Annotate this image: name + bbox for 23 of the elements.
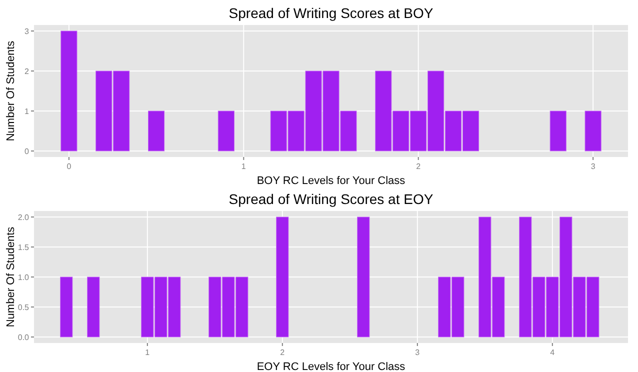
y-tick-label: 3	[24, 27, 30, 36]
x-axis-title: BOY RC Levels for Your Class	[256, 175, 406, 187]
x-tick-label: 2	[416, 162, 422, 171]
y-tick-label: 2.0	[18, 213, 30, 222]
y-tick-label: 0	[24, 147, 30, 156]
x-tick-label: 1	[145, 348, 150, 357]
x-tick-label: 2	[280, 348, 286, 357]
y-tick-label: 1.0	[18, 273, 30, 282]
y-tick-label: 0.5	[18, 303, 30, 312]
chart-title: Spread of Writing Scores at EOY	[228, 191, 434, 207]
x-tick-label: 4	[550, 348, 556, 357]
y-tick-label: 1.5	[18, 243, 30, 252]
y-axis-title: Number Of Students	[5, 226, 17, 328]
x-tick-label: 3	[590, 162, 596, 171]
x-axis-title: EOY RC Levels for Your Class	[256, 361, 406, 372]
x-tick-label: 1	[241, 162, 246, 171]
chart-title: Spread of Writing Scores at BOY	[228, 5, 434, 21]
x-tick-label: 3	[415, 348, 420, 357]
y-tick-label: 0.0	[18, 333, 30, 342]
y-tick-label: 1	[24, 107, 30, 116]
y-axis-title: Number Of Students	[5, 40, 17, 142]
x-tick-label: 0	[66, 162, 72, 171]
y-tick-label: 2	[24, 67, 30, 76]
